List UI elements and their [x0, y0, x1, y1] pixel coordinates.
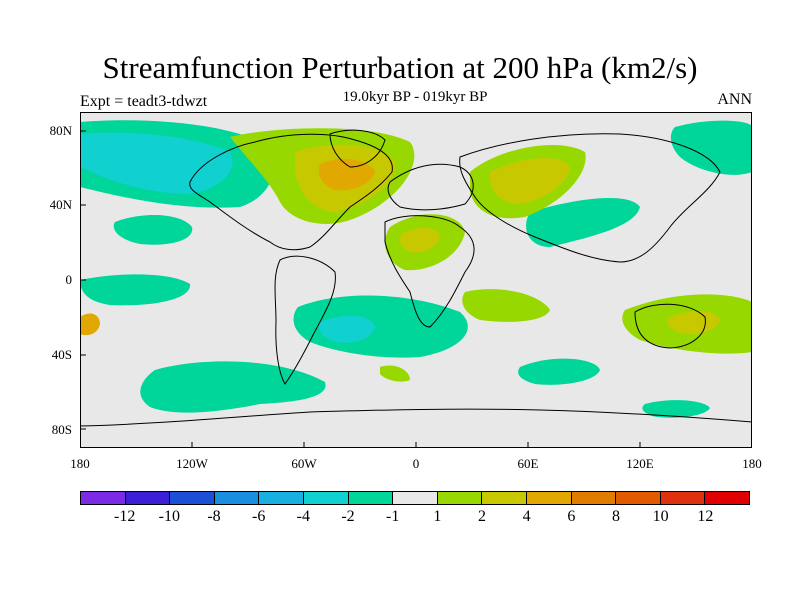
colorbar-label: -10 [158, 508, 180, 525]
lon-tick-label: 60W [291, 456, 317, 471]
contour-region-negative [526, 197, 640, 247]
plot-title: Streamfunction Perturbation at 200 hPa (… [102, 50, 698, 85]
colorbar-label: -4 [296, 508, 310, 525]
coastline-greenland [329, 129, 386, 168]
contour-region-positive [400, 227, 440, 253]
coastline-australia [634, 303, 706, 349]
colorbar-label: -8 [207, 508, 221, 525]
contour-region-negative [318, 315, 375, 343]
colorbar-label: 2 [478, 508, 486, 525]
colorbar-label: -12 [113, 508, 136, 525]
colorbar-swatch [81, 492, 126, 504]
contour-region-negative [80, 274, 191, 306]
colorbar-label: 10 [652, 508, 669, 525]
colorbar-swatch [616, 492, 661, 504]
colorbar-label: 4 [522, 508, 531, 525]
contour-region-positive [489, 157, 570, 204]
colorbar-swatch [259, 492, 304, 504]
coastline-asia [459, 133, 721, 263]
lon-tick-label: 120E [626, 456, 654, 471]
contour-region-negative [518, 358, 600, 385]
lat-tick-label: 80N [49, 123, 72, 138]
lat-tick-label: 0 [65, 272, 73, 287]
contour-region-negative [642, 400, 710, 418]
lat-tick-label: 40N [49, 197, 72, 212]
colorbar-label: -1 [385, 508, 400, 525]
colorbar-label: 8 [612, 508, 620, 525]
coastline-south-america [274, 255, 336, 385]
colorbar-swatch [482, 492, 527, 504]
colorbar-label: 12 [697, 508, 714, 525]
colorbar-swatch [170, 492, 215, 504]
contour-region-negative [140, 361, 326, 413]
coastline-antarctica [80, 408, 752, 427]
contour-map [80, 112, 752, 448]
colorbar-swatch [526, 492, 572, 504]
contour-region-positive [318, 158, 375, 191]
coastline-africa [384, 215, 475, 328]
contour-region-positive [667, 310, 720, 335]
colorbar-swatch [214, 492, 260, 504]
colorbar-swatch [125, 492, 171, 504]
colorbar-label: 6 [567, 508, 576, 525]
lat-tick-label: 80S [51, 422, 72, 437]
colorbar-swatch [437, 492, 483, 504]
coastline-north-america [189, 133, 393, 251]
colorbar-swatch [705, 492, 749, 504]
contour-region-negative [80, 132, 233, 194]
contour-region-positive [462, 289, 550, 322]
lon-tick-label: 60E [517, 456, 539, 471]
contour-region-positive [80, 313, 100, 336]
colorbar-swatch [303, 492, 349, 504]
colorbar-label: -6 [251, 508, 266, 525]
contour-fills [80, 120, 752, 418]
lon-tick-label: 120W [176, 456, 208, 471]
lon-tick-label: 180 [70, 456, 90, 471]
colorbar-swatch [660, 492, 706, 504]
map-panel [80, 112, 752, 448]
lat-tick-label: 40S [51, 347, 72, 362]
map-ticks [80, 130, 641, 448]
colorbar-label: -2 [341, 508, 355, 525]
experiment-label: Expt = teadt3-tdwzt [80, 93, 208, 110]
coastline-europe [387, 163, 474, 211]
contour-region-positive [380, 365, 410, 382]
contour-region-negative [113, 215, 193, 245]
plot-subtitle: 19.0kyr BP - 019kyr BP [342, 89, 488, 105]
colorbar [80, 491, 750, 505]
coastlines [80, 129, 752, 427]
contour-region-negative [670, 120, 752, 175]
colorbar-swatch [393, 492, 438, 504]
colorbar-swatch [571, 492, 617, 504]
lon-tick-label: 180 [742, 456, 762, 471]
lon-tick-label: 0 [412, 456, 420, 471]
colorbar-swatch [348, 492, 394, 504]
season-label: ANN [717, 91, 752, 108]
colorbar-label: 1 [433, 508, 442, 525]
